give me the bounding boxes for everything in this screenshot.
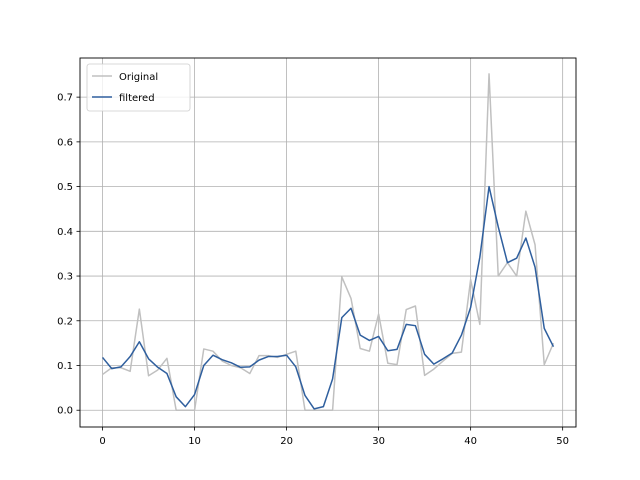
y-tick-label: 0.2	[57, 316, 73, 327]
series-line-filtered	[101, 185, 555, 410]
legend-box	[86, 63, 191, 112]
plot-area-frame	[79, 57, 577, 428]
y-tick-label: 0.0	[57, 406, 73, 417]
legend-label: filtered	[119, 93, 155, 104]
x-tick-label: 50	[556, 436, 569, 447]
x-tick-label: 30	[372, 436, 385, 447]
x-tick-label: 10	[188, 436, 201, 447]
y-tick-label: 0.6	[57, 137, 73, 148]
y-tick-label: 0.4	[57, 227, 73, 238]
y-tick-label: 0.1	[57, 361, 73, 372]
y-tick-label: 0.3	[57, 272, 73, 283]
series-line-original	[102, 73, 555, 411]
series-lines	[101, 73, 555, 411]
x-tick-label: 40	[464, 436, 477, 447]
legend: Original filtered	[86, 63, 191, 112]
x-tick-label: 0	[99, 436, 105, 447]
legend-label: Original	[119, 72, 158, 83]
y-tick-label: 0.7	[57, 93, 73, 104]
y-tick-label: 0.5	[57, 182, 73, 193]
y-axis-ticks: 0.0 0.1 0.2 0.3 0.4 0.5 0.6 0.7	[57, 93, 80, 417]
x-axis-ticks: 0 10 20 30 40 50	[99, 427, 569, 447]
grid-lines	[80, 58, 576, 427]
x-tick-label: 20	[280, 436, 293, 447]
